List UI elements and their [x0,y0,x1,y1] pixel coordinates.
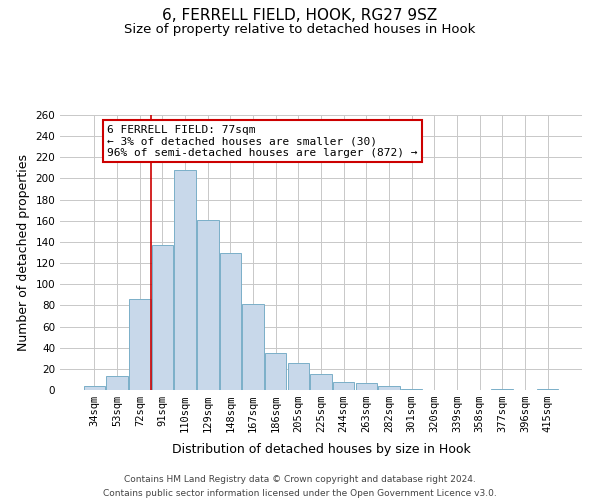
Bar [129,299,151,390]
Bar [84,386,105,390]
Bar [242,304,264,390]
Text: 6 FERRELL FIELD: 77sqm
← 3% of detached houses are smaller (30)
96% of semi-deta: 6 FERRELL FIELD: 77sqm ← 3% of detached … [107,124,418,158]
Bar [310,374,332,390]
Bar [106,376,128,390]
Bar [197,220,218,390]
Bar [356,382,377,390]
Bar [537,389,558,390]
Text: Distribution of detached houses by size in Hook: Distribution of detached houses by size … [172,442,470,456]
Text: Size of property relative to detached houses in Hook: Size of property relative to detached ho… [124,22,476,36]
Bar [152,245,173,390]
Text: Contains HM Land Registry data © Crown copyright and database right 2024.
Contai: Contains HM Land Registry data © Crown c… [103,476,497,498]
Bar [491,389,513,390]
Y-axis label: Number of detached properties: Number of detached properties [17,154,30,351]
Bar [265,353,286,390]
Bar [220,252,241,390]
Bar [401,389,422,390]
Bar [175,170,196,390]
Bar [378,386,400,390]
Bar [333,382,355,390]
Bar [287,362,309,390]
Text: 6, FERRELL FIELD, HOOK, RG27 9SZ: 6, FERRELL FIELD, HOOK, RG27 9SZ [163,8,437,22]
